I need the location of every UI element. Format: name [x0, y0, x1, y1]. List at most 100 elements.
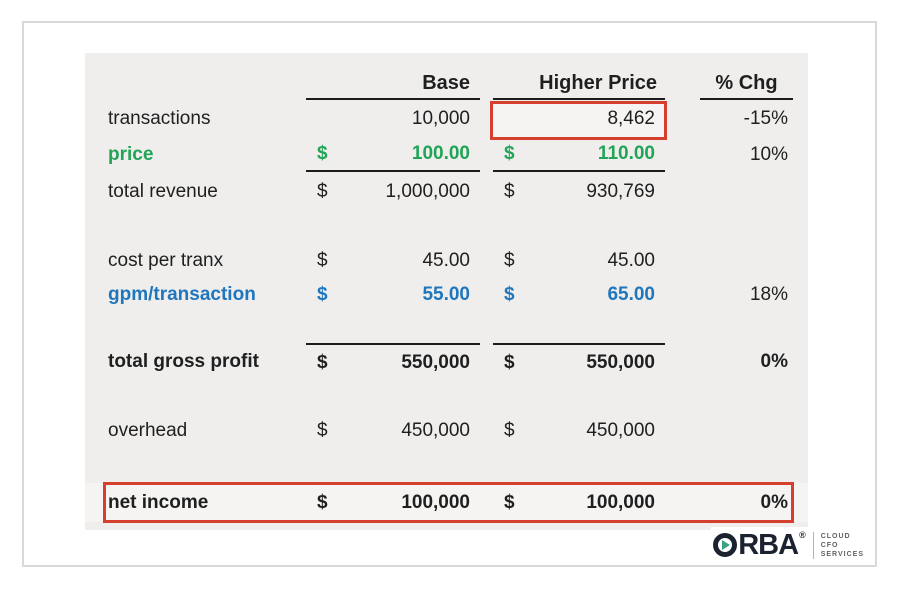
column-gap	[480, 343, 493, 380]
pct-chg-value	[700, 414, 793, 448]
column-gap	[665, 483, 700, 522]
table-row-gpm-transaction: gpm/transaction $ 55.00 $ 65.00 18%	[85, 278, 808, 312]
higher-cell: $ 65.00	[493, 278, 665, 312]
spacer-row	[85, 312, 808, 343]
higher-value: 65.00	[607, 284, 655, 305]
currency-symbol: $	[504, 143, 515, 164]
row-label: net income	[108, 491, 209, 513]
header-pct-chg: % Chg	[700, 53, 793, 100]
currency-symbol: $	[504, 181, 515, 202]
base-value: 100.00	[411, 143, 470, 164]
higher-cell: $ 45.00	[493, 244, 665, 278]
column-gap	[665, 244, 700, 278]
higher-cell: $ 110.00	[493, 138, 665, 172]
column-gap	[665, 414, 700, 448]
row-label: overhead	[108, 420, 188, 441]
currency-symbol: $	[317, 181, 328, 202]
column-gap	[480, 414, 493, 448]
base-cell: 10,000	[306, 100, 480, 138]
spacer-row	[85, 448, 808, 483]
higher-value: 450,000	[586, 420, 655, 441]
table-header-row: Base Higher Price % Chg	[85, 53, 808, 100]
column-gap	[480, 278, 493, 312]
pct-chg-value: 0%	[760, 491, 788, 513]
currency-symbol: $	[504, 491, 515, 513]
column-gap	[480, 172, 493, 212]
base-cell: $ 450,000	[306, 414, 480, 448]
row-label: gpm/transaction	[108, 284, 256, 305]
higher-value: 550,000	[586, 351, 655, 373]
column-gap	[665, 53, 700, 100]
higher-value: 100,000	[586, 491, 655, 513]
base-value: 550,000	[401, 351, 470, 373]
base-value: 100,000	[401, 491, 470, 513]
tagline-line: SERVICES	[820, 550, 864, 558]
currency-symbol: $	[317, 420, 328, 441]
base-cell: $ 100.00	[306, 138, 480, 172]
higher-cell: $ 450,000	[493, 414, 665, 448]
spacer-row	[85, 380, 808, 414]
tagline-line: CFO	[820, 541, 839, 549]
pct-chg-value	[700, 172, 793, 212]
column-gap	[480, 100, 493, 138]
column-gap	[480, 138, 493, 172]
row-label: price	[108, 144, 154, 165]
base-cell: $ 100,000	[306, 483, 480, 522]
table-row-cost-per-tranx: cost per tranx $ 45.00 $ 45.00	[85, 244, 808, 278]
base-value: 10,000	[411, 108, 470, 129]
column-gap	[665, 278, 700, 312]
pct-chg-value: 0%	[760, 350, 788, 372]
currency-symbol: $	[317, 143, 328, 164]
base-value: 450,000	[401, 420, 470, 441]
table-rows: Base Higher Price % Chg transactions 10,…	[85, 53, 808, 530]
higher-value: 930,769	[586, 181, 655, 202]
currency-symbol: $	[504, 250, 515, 271]
logo-tagline: CLOUD CFO SERVICES	[812, 531, 864, 559]
column-gap	[665, 100, 700, 138]
currency-symbol: $	[317, 284, 328, 305]
column-gap	[480, 53, 493, 100]
base-cell: $ 1,000,000	[306, 172, 480, 212]
registered-trademark-symbol: ®	[799, 530, 806, 540]
table-row-total-gross-profit: total gross profit $ 550,000 $ 550,000 0…	[85, 343, 808, 380]
spacer-row	[85, 212, 808, 244]
header-base: Base	[306, 53, 480, 100]
base-cell: $ 550,000	[306, 343, 480, 380]
currency-symbol: $	[504, 351, 515, 373]
currency-symbol: $	[504, 420, 515, 441]
currency-symbol: $	[317, 250, 328, 271]
pct-chg-value	[700, 244, 793, 278]
column-gap	[665, 343, 700, 380]
table-row-transactions: transactions 10,000 8,462 -15%	[85, 100, 808, 138]
currency-symbol: $	[317, 491, 328, 513]
spreadsheet-table: Base Higher Price % Chg transactions 10,…	[85, 53, 808, 530]
tagline-line: CLOUD	[820, 532, 851, 540]
higher-value: 110.00	[597, 143, 655, 164]
orba-o-play-icon	[713, 533, 738, 557]
higher-cell: $ 930,769	[493, 172, 665, 212]
column-gap	[665, 138, 700, 172]
pct-chg-value: 10%	[749, 144, 788, 165]
pct-chg-value: -15%	[743, 108, 788, 129]
table-row-price: price $ 100.00 $ 110.00 10%	[85, 138, 808, 172]
highlight-cell-background	[490, 101, 667, 140]
header-label-spacer	[85, 53, 306, 100]
higher-cell: 8,462	[493, 100, 665, 138]
column-gap	[665, 172, 700, 212]
base-value: 45.00	[422, 250, 470, 271]
table-row-overhead: overhead $ 450,000 $ 450,000	[85, 414, 808, 448]
orba-wordmark: RBA	[738, 528, 799, 561]
content-card: Base Higher Price % Chg transactions 10,…	[22, 21, 877, 567]
table-row-net-income: net income $ 100,000 $ 100,000 0%	[85, 483, 808, 522]
higher-value: 8,462	[607, 108, 655, 129]
row-label: transactions	[108, 108, 211, 129]
row-label: total revenue	[108, 181, 218, 202]
orba-logo: RBA ® CLOUD CFO SERVICES	[711, 527, 866, 563]
pct-chg-value: 18%	[749, 284, 788, 305]
base-value: 1,000,000	[385, 181, 470, 202]
higher-value: 45.00	[607, 250, 655, 271]
row-label: cost per tranx	[108, 250, 224, 271]
row-label: total gross profit	[108, 350, 259, 372]
base-value: 55.00	[422, 284, 470, 305]
higher-cell: $ 550,000	[493, 343, 665, 380]
